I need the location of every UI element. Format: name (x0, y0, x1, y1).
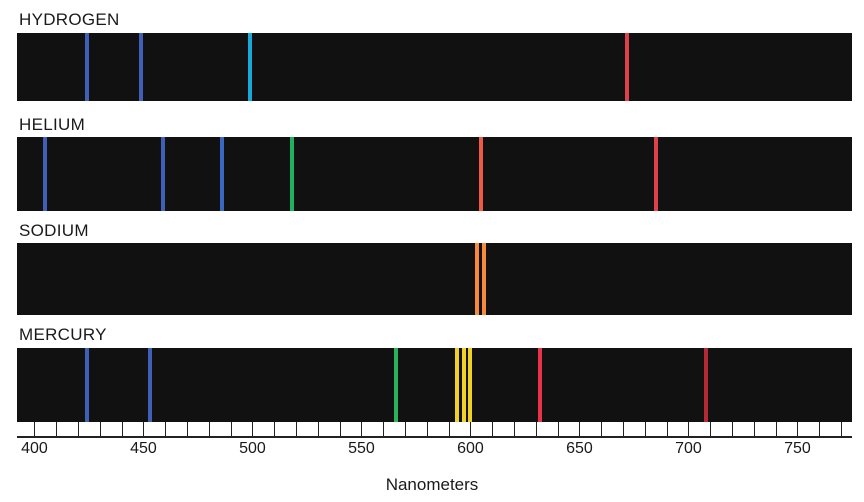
emission-line-mercury-6 (538, 348, 543, 422)
spectrum-band-helium (17, 137, 852, 211)
emission-line-helium-0 (43, 137, 48, 211)
tick-label-750: 750 (784, 440, 811, 457)
minor-tick (448, 422, 450, 436)
spectrum-label-helium: HELIUM (19, 115, 86, 134)
minor-tick (492, 422, 494, 436)
minor-tick (383, 422, 385, 436)
minor-tick (56, 422, 58, 436)
minor-tick (99, 422, 101, 436)
spectrum-band-sodium (17, 243, 852, 315)
tick-label-650: 650 (566, 440, 593, 457)
emission-line-helium-3 (289, 137, 294, 211)
minor-tick (753, 422, 755, 436)
emission-line-mercury-7 (703, 348, 708, 422)
minor-tick (274, 422, 276, 436)
emission-line-mercury-2 (394, 348, 399, 422)
minor-tick (230, 422, 232, 436)
emission-line-hydrogen-3 (625, 33, 630, 101)
major-tick (361, 422, 363, 438)
tick-label-400: 400 (21, 440, 48, 457)
minor-tick (841, 422, 843, 436)
major-tick (797, 422, 799, 438)
minor-tick (339, 422, 341, 436)
minor-tick (535, 422, 537, 436)
emission-line-helium-2 (219, 137, 224, 211)
minor-tick (514, 422, 516, 436)
emission-line-mercury-5 (468, 348, 473, 422)
spectrum-label-mercury: MERCURY (19, 325, 107, 344)
tick-label-600: 600 (457, 440, 484, 457)
tick-label-450: 450 (130, 440, 157, 457)
emission-line-mercury-3 (455, 348, 460, 422)
emission-line-helium-5 (653, 137, 658, 211)
spectrum-label-hydrogen: HYDROGEN (19, 10, 120, 29)
minor-tick (165, 422, 167, 436)
major-tick (470, 422, 472, 438)
minor-tick (208, 422, 210, 436)
minor-tick (557, 422, 559, 436)
minor-tick (732, 422, 734, 436)
emission-line-helium-4 (479, 137, 484, 211)
minor-tick (644, 422, 646, 436)
axis-line (17, 436, 852, 438)
minor-tick (296, 422, 298, 436)
emission-line-mercury-1 (147, 348, 152, 422)
tick-label-550: 550 (348, 440, 375, 457)
emission-line-hydrogen-1 (139, 33, 144, 101)
axis-title: Nanometers (385, 475, 479, 494)
minor-tick (666, 422, 668, 436)
minor-tick (187, 422, 189, 436)
major-tick (34, 422, 36, 438)
minor-tick (623, 422, 625, 436)
major-tick (252, 422, 254, 438)
tick-label-500: 500 (239, 440, 266, 457)
minor-tick (317, 422, 319, 436)
emission-line-helium-1 (161, 137, 166, 211)
tick-label-700: 700 (675, 440, 702, 457)
minor-tick (819, 422, 821, 436)
minor-tick (710, 422, 712, 436)
emission-line-mercury-4 (461, 348, 466, 422)
emission-line-sodium-0 (475, 243, 479, 315)
spectrum-label-sodium: SODIUM (19, 221, 89, 240)
minor-tick (775, 422, 777, 436)
emission-line-hydrogen-0 (84, 33, 89, 101)
emission-line-mercury-0 (84, 348, 89, 422)
major-tick (579, 422, 581, 438)
emission-line-hydrogen-2 (248, 33, 253, 101)
minor-tick (121, 422, 123, 436)
minor-tick (426, 422, 428, 436)
major-tick (143, 422, 145, 438)
spectrum-band-hydrogen (17, 33, 852, 101)
emission-line-sodium-1 (481, 243, 486, 315)
minor-tick (601, 422, 603, 436)
minor-tick (405, 422, 407, 436)
major-tick (688, 422, 690, 438)
minor-tick (78, 422, 80, 436)
spectrum-band-mercury (17, 348, 852, 422)
